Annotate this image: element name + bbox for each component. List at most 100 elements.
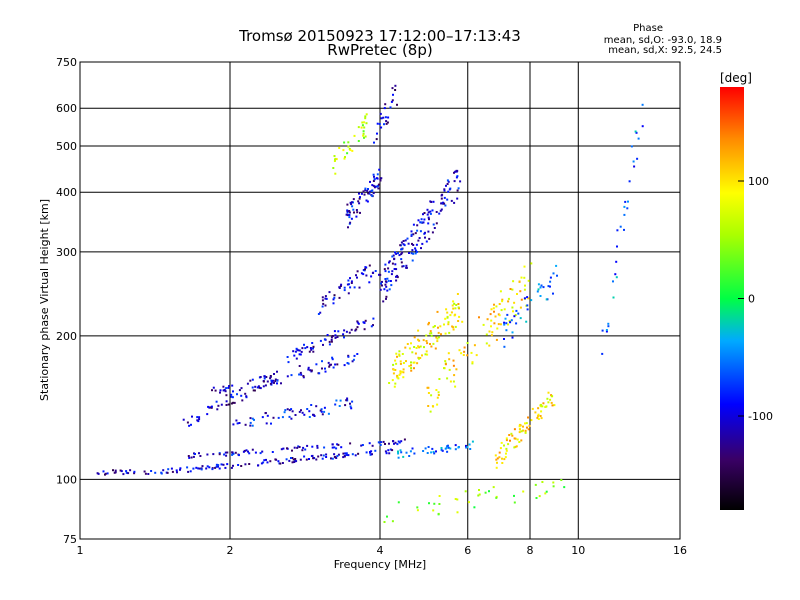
plot-frame [79,61,681,540]
data-point [321,299,324,302]
data-point [504,456,507,459]
data-point [403,244,406,247]
data-point [104,472,107,475]
data-point [291,410,294,413]
data-point [380,177,383,180]
data-point [286,408,289,411]
data-point [501,300,504,303]
data-point [343,157,346,160]
data-point [356,320,359,323]
data-point [462,354,465,356]
data-point [236,422,239,425]
data-point [402,371,405,374]
data-point [303,343,305,346]
data-point [446,377,449,380]
data-point [410,367,413,370]
data-point [350,217,353,220]
data-point [321,413,324,416]
data-point [447,446,450,449]
data-point [366,189,369,192]
data-point [309,347,312,349]
data-point [416,506,419,509]
data-point [456,498,459,501]
data-point [501,462,504,464]
data-point [495,466,498,469]
data-point [444,360,447,363]
data-point [311,445,314,448]
data-point [231,451,234,454]
data-point [388,452,391,455]
data-point [449,447,452,450]
data-point [364,117,367,120]
data-point [386,121,389,124]
data-point [312,457,315,460]
data-point [456,169,459,172]
data-point [513,301,516,304]
data-point [496,461,498,464]
data-point [563,486,566,489]
data-point [338,287,341,289]
data-point [454,307,457,310]
data-point [330,336,333,339]
data-point [186,421,189,424]
data-point [413,336,416,339]
data-point [230,402,233,405]
data-point [397,452,400,455]
data-point [352,208,355,211]
data-point [344,452,347,455]
data-point [493,322,496,325]
data-point [485,333,488,336]
data-point [414,252,417,255]
data-point [349,402,351,405]
data-point [260,462,263,465]
data-point [232,390,234,393]
data-point [232,464,234,467]
data-point [330,457,332,460]
data-point [430,451,433,454]
data-point [270,379,273,382]
data-point [555,264,558,267]
data-point [516,293,518,295]
data-point [387,267,390,270]
data-point [179,468,181,471]
data-point [324,295,327,298]
data-point [348,210,351,212]
data-point [380,441,383,444]
data-point [551,404,554,407]
data-point [347,141,350,144]
data-point [385,297,387,300]
data-point [206,413,209,416]
data-point [353,354,356,357]
data-point [402,376,405,379]
data-point [253,389,256,392]
y-tick-label: 300 [56,246,77,259]
data-point [399,372,402,375]
data-point [315,458,318,461]
data-point [530,419,533,422]
data-point [377,441,380,444]
data-point [444,204,447,207]
data-point [513,501,516,504]
data-point [507,300,510,303]
data-point [546,397,549,400]
data-point [363,136,365,139]
data-point [514,445,517,448]
data-point [383,521,386,523]
data-point [627,200,629,203]
data-point [361,124,364,127]
data-point [398,254,401,257]
data-point [372,192,375,195]
data-point [524,422,526,425]
data-point [280,448,283,451]
data-point [394,441,397,444]
data-point [507,323,509,326]
data-point [382,116,385,119]
data-point [615,260,618,263]
data-point [412,233,415,236]
data-point [249,379,252,382]
data-point [312,345,315,348]
data-point [224,466,227,469]
data-point [262,385,265,388]
data-point [372,184,375,187]
data-point [517,312,520,315]
